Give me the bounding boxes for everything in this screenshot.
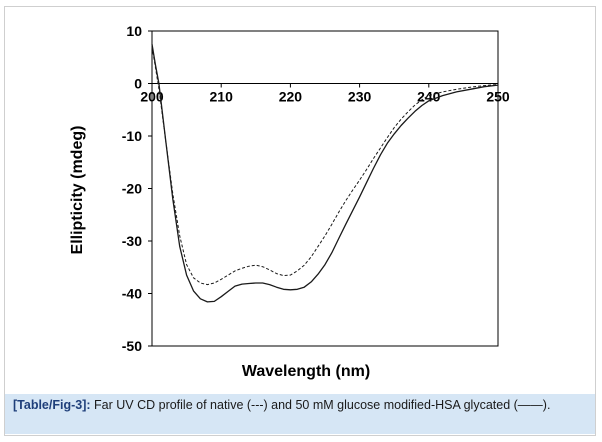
series-native-line [151,46,499,286]
plot-area [151,30,499,347]
y-tick-label: 10 [126,23,142,39]
cd-spectrum-chart: 200 210 220 230 240 250 10 0 -10 -20 -30 -40 -50 Wa… [69,23,510,380]
x-tick-label: 240 [417,89,441,105]
y-tick-label: -50 [122,338,142,354]
caption-text: Far UV CD profile of native (---) and 50… [94,398,551,412]
series-group [151,43,499,303]
y-tick-label: -30 [122,233,142,249]
y-tick-label: 0 [134,76,142,92]
x-tick-label: 250 [486,89,510,105]
y-axis-ticks: 10 0 -10 -20 -30 -40 -50 [122,23,152,354]
series-glycated-line [151,43,499,303]
x-tick-label: 210 [210,89,234,105]
y-tick-label: -40 [122,286,142,302]
y-axis-label: Ellipticity (mdeg) [69,126,86,255]
figure-caption: [Table/Fig-3]: Far UV CD profile of nati… [5,394,595,434]
x-tick-label: 230 [348,89,372,105]
x-tick-label: 200 [140,89,164,105]
y-tick-label: -20 [122,181,142,197]
x-tick-label: 220 [279,89,303,105]
x-axis-ticks: 200 210 220 230 240 250 [140,83,510,105]
x-axis-label: Wavelength (nm) [242,363,370,380]
y-tick-label: -10 [122,128,142,144]
caption-label: [Table/Fig-3]: [13,398,91,412]
